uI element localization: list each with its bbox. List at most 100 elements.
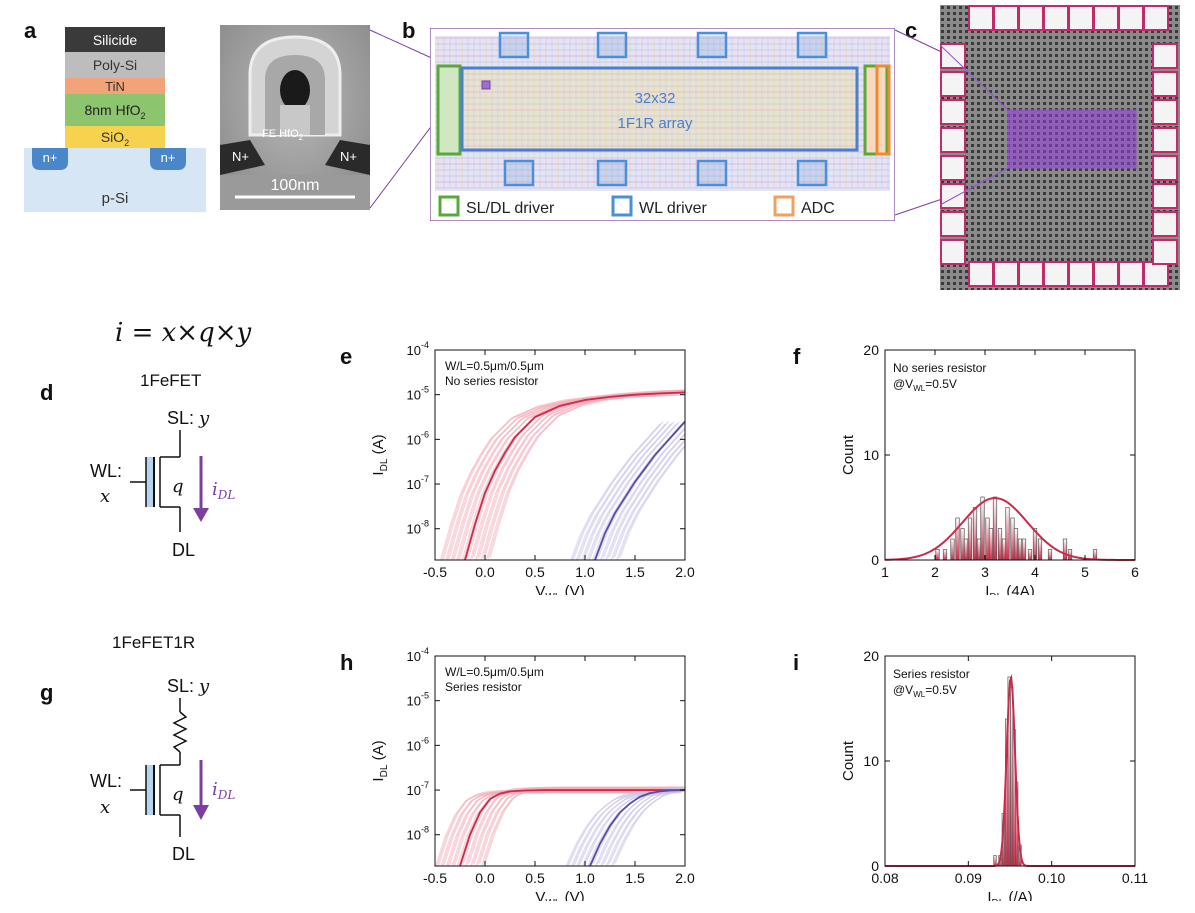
histogram-bar [942,549,948,561]
x-axis-label: IDL (/A) [987,889,1032,901]
bond-pad [942,45,964,67]
chart-i-histogram-series-resistor: 0.08 0.09 0.10 0.11 0 10 20 Series resistor @VWL… [840,648,1148,901]
device-curve [589,421,681,560]
bond-pad [995,7,1017,29]
chart-h-id-vg-series-resistor: -0.5 0.0 0.5 1.0 1.5 2.0 10-4 10-5 10-6 10-7 10-8 W… [370,646,695,901]
y-tick-label: 0 [871,858,879,874]
histogram-bar [1021,538,1027,561]
zoom-lines-b-c [894,29,949,216]
histogram-bar [1017,538,1023,561]
source-nplus [32,148,68,170]
median-curve [464,391,685,560]
y-tick-label: 0 [871,552,879,568]
histogram-bar [1005,507,1010,561]
y-tick-label: 10 [863,753,879,769]
layer-sio2-label: SiO2 [101,129,129,148]
bond-pad [942,101,964,123]
annotation-line2: No series resistor [445,374,538,388]
annotation-line2: Series resistor [445,680,522,694]
bond-pad [1154,157,1176,179]
bond-pad [1154,101,1176,123]
panel-label-c: c [905,18,918,43]
y-axis-label: Count [840,434,857,475]
tem-fe-label: FE HfO2 [262,128,304,142]
histogram-bar [960,528,965,561]
y-tick-label: 10-7 [407,474,429,492]
unit-cell-marker [481,80,491,90]
y-tick-label: 10-4 [407,340,429,358]
x-tick-label: 1.0 [575,870,595,886]
median-curve [459,789,685,866]
x-tick-label: 0.5 [525,564,545,580]
circuit-d-q: q [172,476,184,497]
histogram-bar [993,855,997,867]
device-curve [617,445,685,559]
device-curve [456,792,682,866]
annotation-line2: @VWL=0.5V [893,377,957,393]
annotation-line1: No series resistor [893,361,986,375]
device-curve [614,788,685,864]
circuit-d-wl-var: x [100,486,110,507]
bond-pad [942,213,964,235]
histogram-bar [976,538,982,561]
legend: SL/DL driver WL driver ADC [438,195,835,217]
circuit-1fefet1r: 1FeFET1R SL: y WL: x q iDL DL [90,633,235,864]
circuit-g-ferroelectric [146,765,154,815]
circuit-d-dl-label: DL [172,540,195,560]
y-tick-label: 10-5 [407,691,429,709]
chip-micrograph [940,5,1180,290]
x-tick-label: 4 [1031,564,1039,580]
histogram-bar [985,517,990,561]
bond-pad [1154,129,1176,151]
wl-driver-block [696,159,728,187]
layer-silicide [65,27,165,52]
histogram-bar [1013,528,1019,561]
bond-pad [1120,7,1142,29]
histogram-bar [1010,687,1014,867]
psi-label: p-Si [102,190,129,207]
zoom-lines-a-b [369,29,437,209]
x-axis-label: VWL (V) [535,889,584,901]
tem-cross-section-image: FE HfO2 N+ N+ 100nm [220,25,370,210]
bond-pad [942,129,964,151]
array-block [460,66,859,152]
panel-label-g: g [40,680,54,705]
y-axis-label: IDL (A) [370,740,390,781]
y-axis-label: IDL (A) [370,434,390,475]
bond-pad [1045,7,1067,29]
x-tick-label: 0.0 [475,870,495,886]
x-tick-label: 1.5 [625,564,645,580]
layer-polysi [65,52,165,78]
bond-pad [1154,185,1176,207]
bond-pad [995,263,1017,285]
circuit-g-title: 1FeFET1R [112,633,195,652]
histogram-bar [972,507,978,561]
layer-hfo2-label: 8nm HfO2 [84,102,145,121]
x-tick-label: 0.0 [475,564,495,580]
circuit-g-sl-label: SL: y [167,676,210,697]
histogram-bar [935,549,940,561]
series-resistor [172,711,188,753]
adc-block [875,64,891,156]
histogram-bar [1010,517,1015,561]
y-tick-label: 10-6 [407,429,429,447]
circuit-g-wl-var: x [100,797,110,818]
histogram-bar [955,517,960,561]
device-curve [619,446,685,558]
wl-driver-block [596,159,628,187]
x-axis-label: VWL (V) [535,583,584,595]
panel-label-e: e [340,344,353,369]
sldl-driver-left [436,64,462,156]
bond-pad [1020,7,1042,29]
nplus-right-label: n+ [161,150,176,165]
bond-pad [942,157,964,179]
circuit-g-q: q [172,784,184,805]
bond-pad [1095,7,1117,29]
legend-label-adc: ADC [801,200,835,217]
bond-pad [1154,45,1176,67]
device-curve [614,440,685,558]
x-tick-label: 0.11 [1122,870,1148,886]
layer-tin-label: TiN [105,79,125,94]
array-label-line2: 1F1R array [617,115,693,132]
x-tick-label: 2 [931,564,939,580]
